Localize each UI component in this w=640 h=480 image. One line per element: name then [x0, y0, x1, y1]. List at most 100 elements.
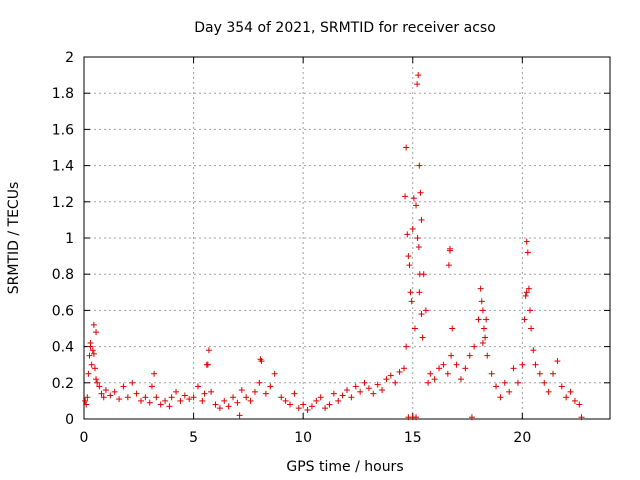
data-point — [493, 383, 500, 390]
x-tick-label: 10 — [294, 430, 312, 446]
data-point — [480, 325, 487, 332]
data-point — [392, 379, 399, 386]
data-point — [221, 397, 228, 404]
data-point — [216, 405, 223, 412]
data-point — [87, 343, 94, 350]
data-point — [330, 390, 337, 397]
data-point — [436, 365, 443, 372]
data-point — [457, 376, 464, 383]
data-point — [84, 394, 91, 401]
data-point — [416, 289, 423, 296]
data-point — [528, 325, 535, 332]
y-tick-label: 0 — [65, 412, 74, 428]
data-point — [571, 397, 578, 404]
data-point — [287, 401, 294, 408]
data-point — [484, 352, 491, 359]
data-point — [431, 376, 438, 383]
data-point — [365, 385, 372, 392]
data-point — [411, 325, 418, 332]
data-point — [247, 397, 254, 404]
data-point — [313, 397, 320, 404]
data-point — [510, 365, 517, 372]
data-point — [100, 394, 107, 401]
y-axis-label: SRMTID / TECUs — [6, 182, 22, 295]
data-point — [466, 352, 473, 359]
data-point — [550, 370, 557, 377]
data-point — [339, 392, 346, 399]
data-point — [415, 244, 422, 251]
data-point — [168, 394, 175, 401]
data-point — [344, 387, 350, 394]
data-point — [478, 298, 485, 305]
data-point — [530, 347, 537, 354]
data-point — [137, 397, 144, 404]
data-point — [148, 383, 155, 390]
data-point — [205, 347, 212, 354]
data-point — [482, 334, 489, 341]
data-point — [225, 403, 232, 410]
data-point — [563, 394, 570, 401]
data-point — [85, 370, 92, 377]
data-point — [409, 225, 416, 232]
data-point — [107, 392, 114, 399]
data-point — [304, 406, 311, 413]
data-point — [291, 390, 298, 397]
data-point — [177, 397, 184, 404]
data-point — [295, 405, 302, 412]
data-point — [370, 390, 377, 397]
data-point — [251, 388, 258, 395]
data-point — [116, 396, 123, 403]
data-point — [576, 401, 583, 408]
data-points — [82, 72, 585, 421]
data-point — [488, 370, 495, 377]
data-point — [142, 394, 149, 401]
data-point — [199, 397, 206, 404]
y-tick-label: 2 — [65, 50, 74, 66]
data-point — [124, 394, 131, 401]
data-point — [410, 195, 417, 202]
data-point — [416, 162, 423, 169]
data-point — [86, 352, 93, 359]
data-point — [558, 383, 565, 390]
y-tick-label: 1.6 — [52, 122, 74, 138]
data-point — [111, 388, 118, 395]
data-point — [578, 414, 585, 421]
data-point — [483, 316, 490, 323]
y-tick-label: 0.2 — [52, 376, 74, 392]
data-point — [541, 379, 548, 386]
data-point — [88, 361, 95, 368]
data-point — [157, 401, 164, 408]
data-point — [83, 401, 90, 408]
data-point — [525, 285, 532, 292]
data-point — [403, 343, 410, 350]
data-point — [501, 379, 508, 386]
data-point — [162, 397, 169, 404]
data-point — [387, 372, 394, 379]
data-point — [402, 193, 409, 200]
data-point — [282, 397, 289, 404]
data-point — [91, 365, 98, 372]
data-point — [129, 379, 136, 386]
data-point — [427, 370, 434, 377]
data-point — [230, 394, 237, 401]
data-point — [536, 370, 543, 377]
data-point — [506, 388, 513, 395]
data-point — [357, 388, 364, 395]
data-point — [404, 231, 411, 238]
data-point — [348, 394, 355, 401]
data-point — [418, 311, 425, 318]
data-point — [448, 352, 455, 359]
data-point — [153, 394, 160, 401]
data-point — [445, 262, 452, 269]
data-point — [190, 394, 197, 401]
data-point — [257, 356, 264, 363]
data-point — [554, 358, 561, 365]
data-point — [413, 202, 420, 209]
data-point — [471, 343, 478, 350]
data-point — [407, 289, 414, 296]
y-tick-label: 0.8 — [52, 267, 74, 283]
data-point — [374, 381, 381, 388]
data-point — [497, 394, 504, 401]
data-point — [146, 399, 153, 406]
data-point — [440, 361, 447, 368]
